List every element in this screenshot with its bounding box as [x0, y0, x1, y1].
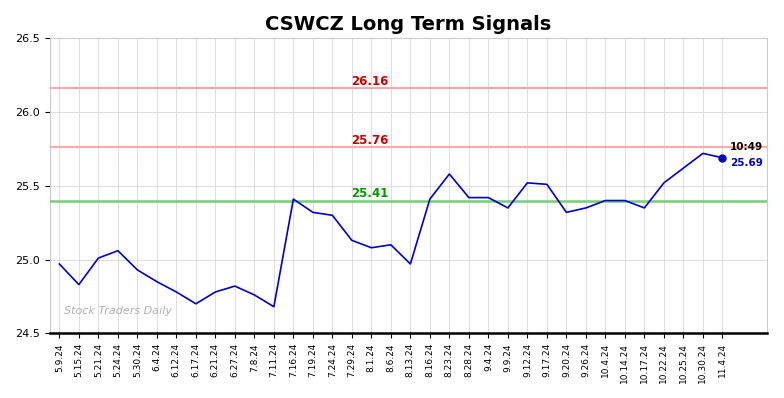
Text: Stock Traders Daily: Stock Traders Daily: [64, 306, 172, 316]
Text: 10:49: 10:49: [730, 142, 764, 152]
Text: 25.69: 25.69: [730, 158, 763, 168]
Point: [716, 154, 728, 161]
Text: 25.41: 25.41: [351, 187, 388, 200]
Text: 26.16: 26.16: [351, 75, 388, 88]
Text: 25.76: 25.76: [351, 134, 388, 147]
Title: CSWCZ Long Term Signals: CSWCZ Long Term Signals: [265, 15, 552, 34]
